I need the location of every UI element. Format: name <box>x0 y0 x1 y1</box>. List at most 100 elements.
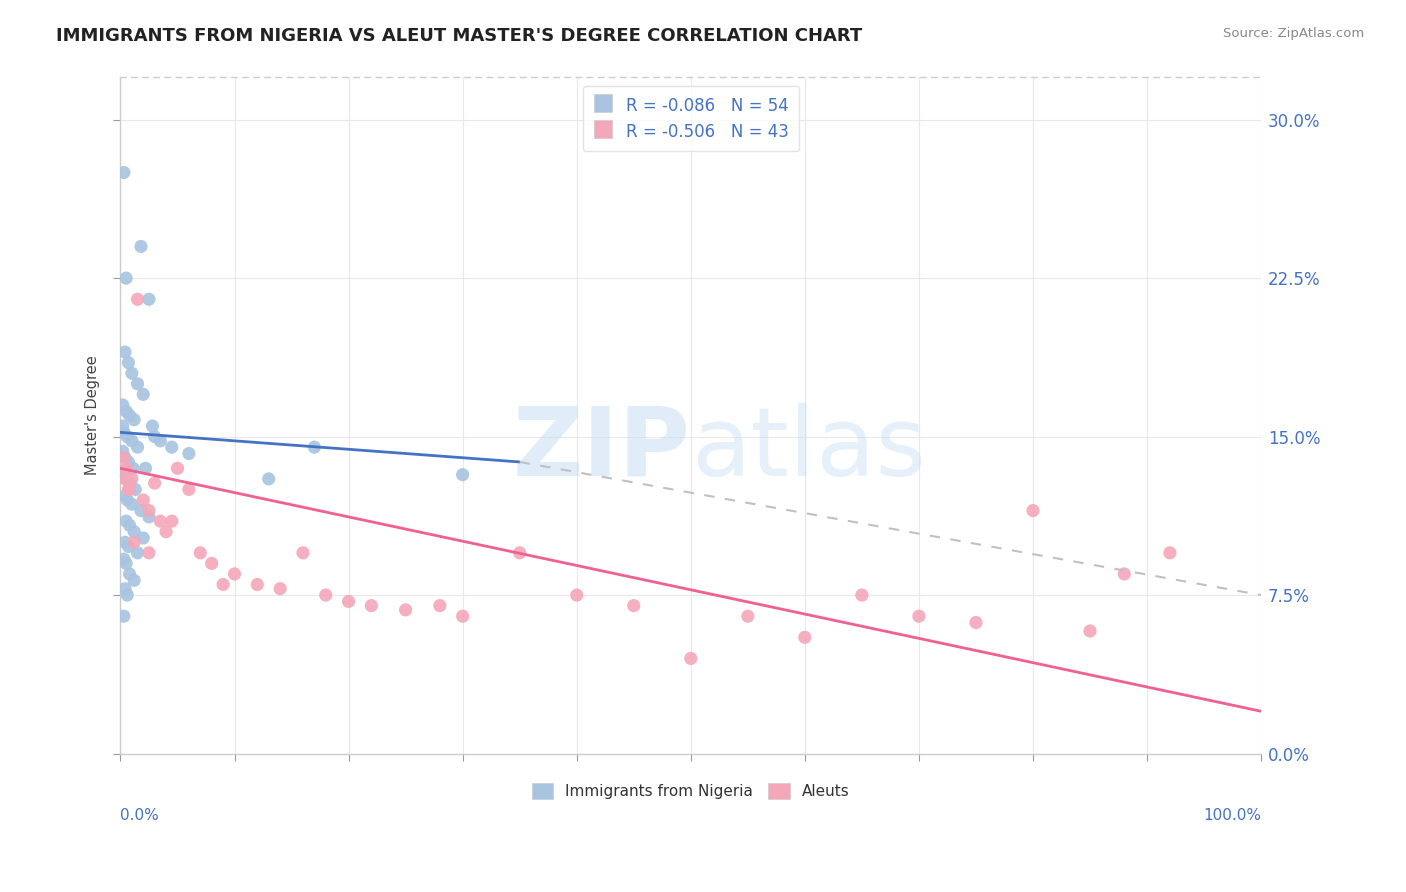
Point <box>851 588 873 602</box>
Point <box>138 546 160 560</box>
Point <box>737 609 759 624</box>
Point <box>112 552 135 566</box>
Point <box>224 566 246 581</box>
Point <box>138 293 160 307</box>
Point <box>127 440 149 454</box>
Point <box>112 165 135 179</box>
Point <box>1022 503 1045 517</box>
Point <box>793 630 815 644</box>
Point <box>117 429 139 443</box>
Point <box>117 493 139 508</box>
Point <box>394 603 416 617</box>
Point <box>160 514 183 528</box>
Point <box>908 609 931 624</box>
Point <box>1114 566 1136 581</box>
Point <box>114 489 136 503</box>
Point <box>111 419 134 434</box>
Point <box>118 566 141 581</box>
Point <box>114 535 136 549</box>
Point <box>451 609 474 624</box>
Point <box>141 419 163 434</box>
Point <box>122 413 145 427</box>
Point <box>965 615 987 630</box>
Point <box>117 588 139 602</box>
Point <box>127 546 149 560</box>
Point <box>1078 624 1101 638</box>
Point <box>315 588 337 602</box>
Point <box>118 483 141 497</box>
Point <box>112 609 135 624</box>
Point <box>114 582 136 596</box>
Point <box>117 455 139 469</box>
Point <box>138 503 160 517</box>
Point <box>269 582 291 596</box>
Point <box>304 440 326 454</box>
Point <box>143 429 166 443</box>
Point <box>129 503 152 517</box>
Point <box>121 472 143 486</box>
Point <box>117 540 139 554</box>
Text: IMMIGRANTS FROM NIGERIA VS ALEUT MASTER'S DEGREE CORRELATION CHART: IMMIGRANTS FROM NIGERIA VS ALEUT MASTER'… <box>56 27 862 45</box>
Point <box>201 557 224 571</box>
Y-axis label: Master's Degree: Master's Degree <box>86 356 100 475</box>
Point <box>132 387 155 401</box>
Point <box>111 444 134 458</box>
Point <box>122 574 145 588</box>
Point <box>246 577 269 591</box>
Point <box>143 476 166 491</box>
Point <box>623 599 645 613</box>
Point <box>117 356 139 370</box>
Point <box>509 546 531 560</box>
Legend: Immigrants from Nigeria, Aleuts: Immigrants from Nigeria, Aleuts <box>524 775 858 806</box>
Point <box>127 376 149 391</box>
Text: Source: ZipAtlas.com: Source: ZipAtlas.com <box>1223 27 1364 40</box>
Point <box>360 599 382 613</box>
Point <box>177 483 200 497</box>
Point <box>115 472 138 486</box>
Text: ZIP: ZIP <box>513 403 690 496</box>
Point <box>122 524 145 539</box>
Point <box>121 366 143 380</box>
Point <box>114 345 136 359</box>
Point <box>132 493 155 508</box>
Point <box>114 450 136 465</box>
Point <box>114 472 136 486</box>
Point <box>132 531 155 545</box>
Point <box>118 518 141 533</box>
Point <box>166 461 188 475</box>
Point <box>565 588 588 602</box>
Text: 0.0%: 0.0% <box>121 807 159 822</box>
Point <box>124 483 146 497</box>
Point <box>117 483 139 497</box>
Point <box>121 497 143 511</box>
Point <box>115 404 138 418</box>
Point <box>291 546 314 560</box>
Point <box>212 577 235 591</box>
Point <box>122 535 145 549</box>
Point <box>155 524 177 539</box>
Point <box>138 509 160 524</box>
Point <box>337 594 360 608</box>
Point <box>115 271 138 285</box>
Point <box>122 461 145 475</box>
Point <box>177 446 200 460</box>
Point <box>115 557 138 571</box>
Point <box>160 440 183 454</box>
Point <box>149 434 172 448</box>
Point <box>149 514 172 528</box>
Point <box>112 450 135 465</box>
Point <box>111 398 134 412</box>
Point <box>1159 546 1181 560</box>
Point <box>112 425 135 440</box>
Point <box>188 546 211 560</box>
Point <box>127 293 149 307</box>
Point <box>429 599 451 613</box>
Text: 100.0%: 100.0% <box>1204 807 1261 822</box>
Point <box>679 651 702 665</box>
Text: atlas: atlas <box>690 403 927 496</box>
Point <box>121 434 143 448</box>
Point <box>112 467 135 482</box>
Point <box>135 461 157 475</box>
Point <box>129 239 152 253</box>
Point <box>115 514 138 528</box>
